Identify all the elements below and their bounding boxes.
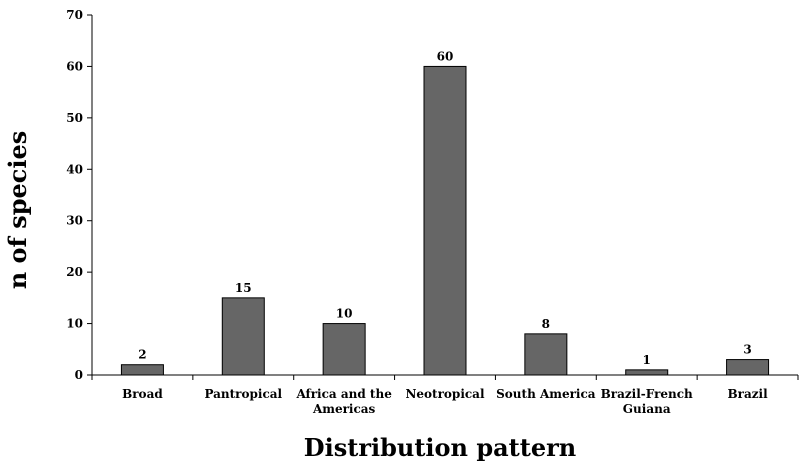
y-tick-label: 0 — [75, 368, 83, 382]
data-label: 8 — [542, 317, 550, 331]
bar — [322, 323, 366, 376]
x-category-label-line: Brazil — [727, 387, 768, 401]
data-label: 10 — [336, 307, 353, 321]
y-tick-label: 50 — [66, 111, 83, 125]
x-category-label: Neotropical — [405, 387, 485, 401]
data-labels: 2 15 10 60 8 1 3 — [138, 49, 752, 366]
y-tick-label: 10 — [66, 317, 83, 331]
bar — [524, 333, 568, 376]
x-category-label: Brazil — [727, 387, 768, 401]
bar — [726, 359, 770, 376]
x-category-label-line: Broad — [122, 387, 163, 401]
data-label: 3 — [743, 343, 751, 357]
bar — [625, 369, 669, 376]
bar — [120, 364, 164, 376]
y-axis: 0 10 20 30 40 50 60 70 — [66, 8, 93, 382]
bars — [120, 65, 770, 376]
x-category-label: Africa and the Americas — [295, 387, 392, 416]
x-axis — [91, 374, 799, 380]
x-category-label: Broad — [122, 387, 163, 401]
y-axis-title: n of species — [3, 131, 32, 290]
x-category-label: South America — [496, 387, 596, 401]
x-category-label-line: Neotropical — [405, 387, 485, 401]
data-label: 15 — [235, 281, 252, 295]
bar — [221, 297, 265, 376]
x-category-label-line: Guiana — [623, 402, 671, 416]
x-axis-title: Distribution pattern — [304, 433, 576, 462]
x-category-label-line: Africa and the — [295, 387, 392, 401]
y-tick-label: 20 — [66, 265, 83, 279]
y-tick-label: 40 — [66, 162, 83, 176]
x-category-label-line: Brazil-French — [601, 387, 693, 401]
x-category-label-line: Pantropical — [204, 387, 282, 401]
y-tick-label: 30 — [66, 214, 83, 228]
data-label: 60 — [437, 49, 454, 63]
data-label: 2 — [138, 348, 146, 362]
y-tick-label: 60 — [66, 59, 83, 73]
x-category-label: Pantropical — [204, 387, 282, 401]
x-category-label-line: South America — [496, 387, 596, 401]
bar — [423, 65, 467, 376]
x-category-label: Brazil-French Guiana — [601, 387, 693, 416]
category-labels: Broad Pantropical Africa and the Americas Ne… — [122, 387, 768, 416]
y-tick-label: 70 — [66, 8, 83, 22]
x-category-label-line: Americas — [312, 402, 376, 416]
data-label: 1 — [643, 353, 651, 367]
